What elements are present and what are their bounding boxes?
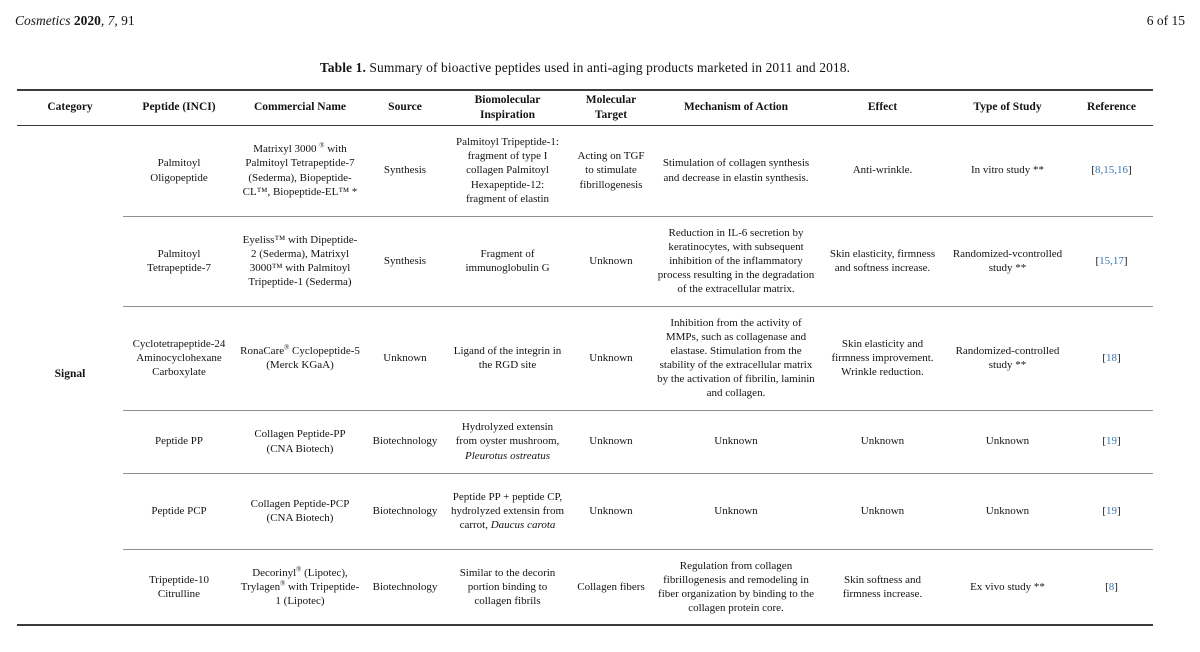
- header-row: Category Peptide (INCI) Commercial Name …: [17, 89, 1153, 126]
- study-cell: In vitro study **: [945, 125, 1070, 217]
- page-number: 6 of 15: [1146, 13, 1185, 28]
- table-caption: Table 1. Summary of bioactive peptides u…: [319, 60, 851, 75]
- peptide-cell: Palmitoyl Oligopeptide: [123, 125, 235, 217]
- peptides-table: Category Peptide (INCI) Commercial Name …: [17, 89, 1153, 626]
- inspiration-cell: Similar to the decorin portion binding t…: [445, 549, 570, 626]
- table-row: Peptide PCP Collagen Peptide-PCP (CNA Bi…: [17, 473, 1153, 550]
- commercial-name-cell: Eyeliss™ with Dipeptide-2 (Sederma), Mat…: [235, 216, 365, 307]
- commercial-name-cell: Collagen Peptide-PCP (CNA Biotech): [235, 473, 365, 550]
- inspiration-cell: Hydrolyzed extensin from oyster mushroom…: [445, 410, 570, 474]
- source-cell: Biotechnology: [365, 549, 445, 626]
- commercial-name-cell: Matrixyl 3000 ® with Palmitoyl Tetrapept…: [235, 125, 365, 217]
- reference-link[interactable]: 8,15,16: [1095, 164, 1128, 177]
- effect-cell: Unknown: [820, 410, 945, 474]
- reference-link[interactable]: 15,17: [1099, 254, 1124, 267]
- mechanism-cell: Unknown: [652, 410, 820, 474]
- inspiration-cell: Peptide PP + peptide CP, hydrolyzed exte…: [445, 473, 570, 550]
- category-cell: Signal: [17, 125, 123, 626]
- commercial-name-cell: Decorinyl® (Lipotec), Trylagen® with Tri…: [235, 549, 365, 626]
- source-cell: Biotechnology: [365, 473, 445, 550]
- peptide-cell: Peptide PP: [123, 410, 235, 474]
- target-cell: Unknown: [570, 306, 652, 411]
- target-cell: Unknown: [570, 410, 652, 474]
- col-header-peptide: Peptide (INCI): [123, 89, 235, 126]
- mechanism-cell: Inhibition from the activity of MMPs, su…: [652, 306, 820, 411]
- col-header-molecular-target: Molecular Target: [570, 89, 652, 126]
- study-cell: Randomized-controlled study **: [945, 306, 1070, 411]
- reference-link[interactable]: 8: [1108, 580, 1115, 593]
- target-cell: Unknown: [570, 216, 652, 307]
- col-header-category: Category: [17, 89, 123, 126]
- col-header-source: Source: [365, 89, 445, 126]
- mechanism-cell: Reduction in IL-6 secretion by keratinoc…: [652, 216, 820, 307]
- reference-cell: [19]: [1070, 473, 1153, 550]
- col-header-commercial-name: Commercial Name: [235, 89, 365, 126]
- source-cell: Synthesis: [365, 216, 445, 307]
- effect-cell: Skin softness and firmness increase.: [820, 549, 945, 626]
- peptide-cell: Tripeptide-10 Citrulline: [123, 549, 235, 626]
- col-header-type-of-study: Type of Study: [945, 89, 1070, 126]
- mechanism-cell: Stimulation of collagen synthesis and de…: [652, 125, 820, 217]
- table-row: Palmitoyl Tetrapeptide-7 Eyeliss™ with D…: [17, 216, 1153, 307]
- study-cell: Ex vivo study **: [945, 549, 1070, 626]
- page-header: Cosmetics 2020, 7, 91 6 of 15: [0, 0, 1200, 29]
- table-container: Category Peptide (INCI) Commercial Name …: [17, 89, 1153, 626]
- reference-cell: [8]: [1070, 549, 1153, 626]
- col-header-reference: Reference: [1070, 89, 1153, 126]
- table-row: Signal Palmitoyl Oligopeptide Matrixyl 3…: [17, 125, 1153, 626]
- table-row: Cyclotetrapeptide-24 Aminocyclohexane Ca…: [17, 306, 1153, 411]
- peptide-cell: Cyclotetrapeptide-24 Aminocyclohexane Ca…: [123, 306, 235, 411]
- table-row: Tripeptide-10 Citrulline Decorinyl® (Lip…: [17, 549, 1153, 626]
- col-header-effect: Effect: [820, 89, 945, 126]
- source-cell: Biotechnology: [365, 410, 445, 474]
- study-cell: Unknown: [945, 410, 1070, 474]
- reference-link[interactable]: 19: [1106, 504, 1117, 517]
- commercial-name-cell: RonaCare® Cyclopeptide-5 (Merck KGaA): [235, 306, 365, 411]
- peptide-cell: Palmitoyl Tetrapeptide-7: [123, 216, 235, 307]
- reference-link[interactable]: 18: [1106, 351, 1117, 364]
- reference-link[interactable]: 19: [1106, 435, 1117, 448]
- effect-cell: Skin elasticity and firmness improvement…: [820, 306, 945, 411]
- reference-cell: [8,15,16]: [1070, 125, 1153, 217]
- col-header-mechanism: Mechanism of Action: [652, 89, 820, 126]
- mechanism-cell: Regulation from collagen fibrillogenesis…: [652, 549, 820, 626]
- effect-cell: Anti-wrinkle.: [820, 125, 945, 217]
- col-header-biomolecular-inspiration: Biomolecular Inspiration: [445, 89, 570, 126]
- commercial-name-cell: Collagen Peptide-PP (CNA Biotech): [235, 410, 365, 474]
- target-cell: Collagen fibers: [570, 549, 652, 626]
- study-cell: Unknown: [945, 473, 1070, 550]
- target-cell: Unknown: [570, 473, 652, 550]
- mechanism-cell: Unknown: [652, 473, 820, 550]
- effect-cell: Unknown: [820, 473, 945, 550]
- reference-cell: [19]: [1070, 410, 1153, 474]
- inspiration-cell: Fragment of immunoglobulin G: [445, 216, 570, 307]
- source-cell: Unknown: [365, 306, 445, 411]
- study-cell: Randomized-vcontrolled study **: [945, 216, 1070, 307]
- reference-cell: [15,17]: [1070, 216, 1153, 307]
- reference-cell: [18]: [1070, 306, 1153, 411]
- effect-cell: Skin elasticity, firmness and softness i…: [820, 216, 945, 307]
- inspiration-cell: Palmitoyl Tripeptide-1: fragment of type…: [445, 125, 570, 217]
- table-row: Peptide PP Collagen Peptide-PP (CNA Biot…: [17, 410, 1153, 474]
- source-cell: Synthesis: [365, 125, 445, 217]
- journal-citation: Cosmetics 2020, 7, 91: [15, 13, 135, 28]
- peptide-cell: Peptide PCP: [123, 473, 235, 550]
- inspiration-cell: Ligand of the integrin in the RGD site: [445, 306, 570, 411]
- target-cell: Acting on TGF to stimulate fibrillogenes…: [570, 125, 652, 217]
